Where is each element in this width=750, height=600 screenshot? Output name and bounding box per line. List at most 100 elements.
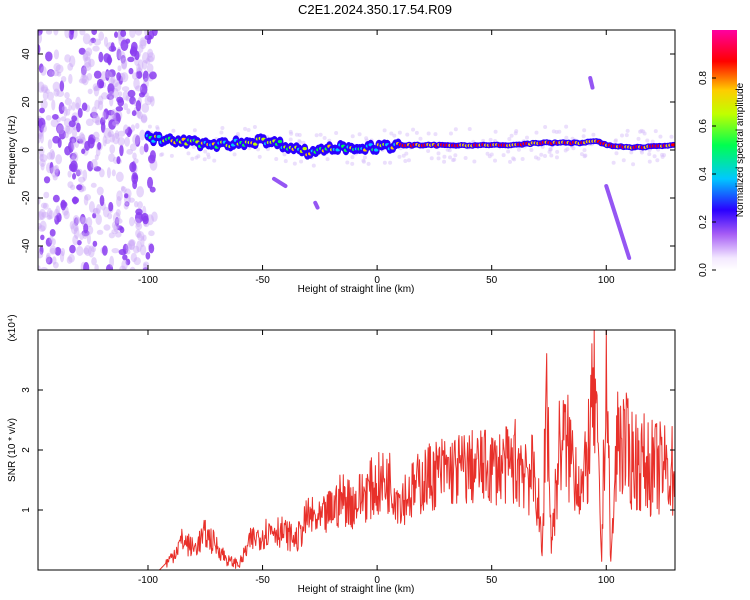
noise-blob [98, 31, 105, 41]
haze-blob [288, 129, 293, 134]
noise-blob [117, 130, 126, 137]
noise-blob [127, 240, 135, 250]
noise-blob [47, 139, 53, 150]
haze-blob [202, 157, 207, 162]
noise-blob [121, 259, 128, 270]
noise-blob [53, 49, 60, 60]
noise-blob [116, 96, 124, 103]
noise-blob [139, 244, 147, 256]
noise-blob [113, 87, 119, 99]
noise-blob [107, 82, 115, 95]
haze-blob [501, 153, 506, 158]
noise-blob [91, 257, 97, 266]
haze-blob [583, 153, 588, 158]
noise-blob [38, 208, 46, 220]
noise-blob [129, 239, 136, 251]
noise-blob [45, 88, 50, 94]
noise-blob [115, 106, 124, 112]
noise-blob [88, 39, 93, 46]
noise-blob [121, 86, 130, 92]
y-tick-label: 40 [21, 48, 32, 60]
noise-blob [40, 162, 45, 171]
noise-blob [104, 71, 113, 79]
haze-blob [274, 157, 279, 162]
haze-blob [362, 155, 367, 160]
noise-blob [95, 114, 100, 126]
noise-blob [137, 111, 143, 120]
noise-blob [52, 135, 61, 144]
noise-blob [38, 117, 46, 129]
noise-blob [108, 77, 115, 85]
haze-blob [582, 128, 587, 133]
noise-blob [75, 136, 82, 142]
noise-blob [118, 50, 126, 62]
noise-blob [93, 70, 102, 79]
haze-blob [467, 127, 472, 132]
noise-blob [135, 208, 143, 216]
noise-blob [49, 248, 57, 255]
haze-blob [186, 151, 191, 156]
noise-blob [147, 48, 154, 58]
haze-blob [621, 158, 626, 163]
snr-xlabel: Height of straight line (km) [298, 584, 415, 595]
haze-blob [489, 152, 494, 157]
noise-blob [125, 243, 132, 251]
noise-blob [63, 210, 70, 220]
noise-blob [65, 125, 73, 135]
snr-multiplier: (x10⁴) [7, 314, 18, 341]
noise-blob [81, 185, 87, 192]
haze-blob [453, 127, 458, 132]
noise-blob [96, 204, 101, 215]
noise-blob [128, 67, 134, 75]
haze-blob [192, 128, 197, 133]
haze-blob [236, 131, 241, 136]
haze-blob [554, 155, 559, 160]
haze-blob [366, 161, 371, 166]
noise-blob [82, 169, 88, 182]
noise-blob [120, 57, 128, 70]
noise-blob [135, 85, 143, 92]
noise-blob [75, 122, 81, 133]
noise-blob [69, 244, 76, 254]
noise-blob [43, 191, 50, 199]
x-tick-label: -100 [138, 275, 158, 286]
noise-blob [43, 176, 51, 184]
haze-blob [382, 160, 387, 165]
noise-blob [70, 222, 78, 235]
haze-blob [536, 156, 541, 161]
noise-blob [128, 197, 135, 203]
noise-blob [82, 74, 89, 86]
noise-blob [132, 152, 137, 160]
noise-blob [88, 58, 95, 68]
noise-blob [122, 90, 130, 101]
haze-blob [388, 160, 393, 165]
noise-blob [120, 72, 129, 83]
haze-blob [345, 160, 350, 165]
haze-blob [283, 159, 288, 164]
noise-blob [124, 201, 130, 207]
haze-blob [397, 130, 402, 135]
noise-blob [39, 107, 45, 114]
noise-blob [129, 30, 136, 39]
noise-blob [115, 218, 123, 225]
noise-blob [47, 69, 55, 77]
noise-blob [117, 65, 122, 72]
colorbar: 0.0 0.2 0.4 0.6 0.8 Normalized spectral ampl… [698, 30, 746, 277]
noise-blob [110, 42, 115, 52]
noise-blob [120, 185, 125, 192]
haze-blob [411, 127, 416, 132]
noise-blob [73, 217, 79, 226]
noise-blob [126, 108, 131, 115]
noise-blob [135, 222, 143, 231]
noise-blob [38, 63, 44, 74]
haze-blob [220, 125, 225, 130]
noise-blob [84, 140, 91, 151]
noise-blob [148, 243, 155, 254]
noise-blob [136, 63, 141, 72]
noise-blob [60, 247, 66, 257]
noise-blob [56, 90, 65, 98]
haze-blob [493, 158, 498, 163]
noise-blob [90, 111, 98, 119]
noise-blob [136, 231, 145, 242]
haze-blob [652, 154, 657, 159]
